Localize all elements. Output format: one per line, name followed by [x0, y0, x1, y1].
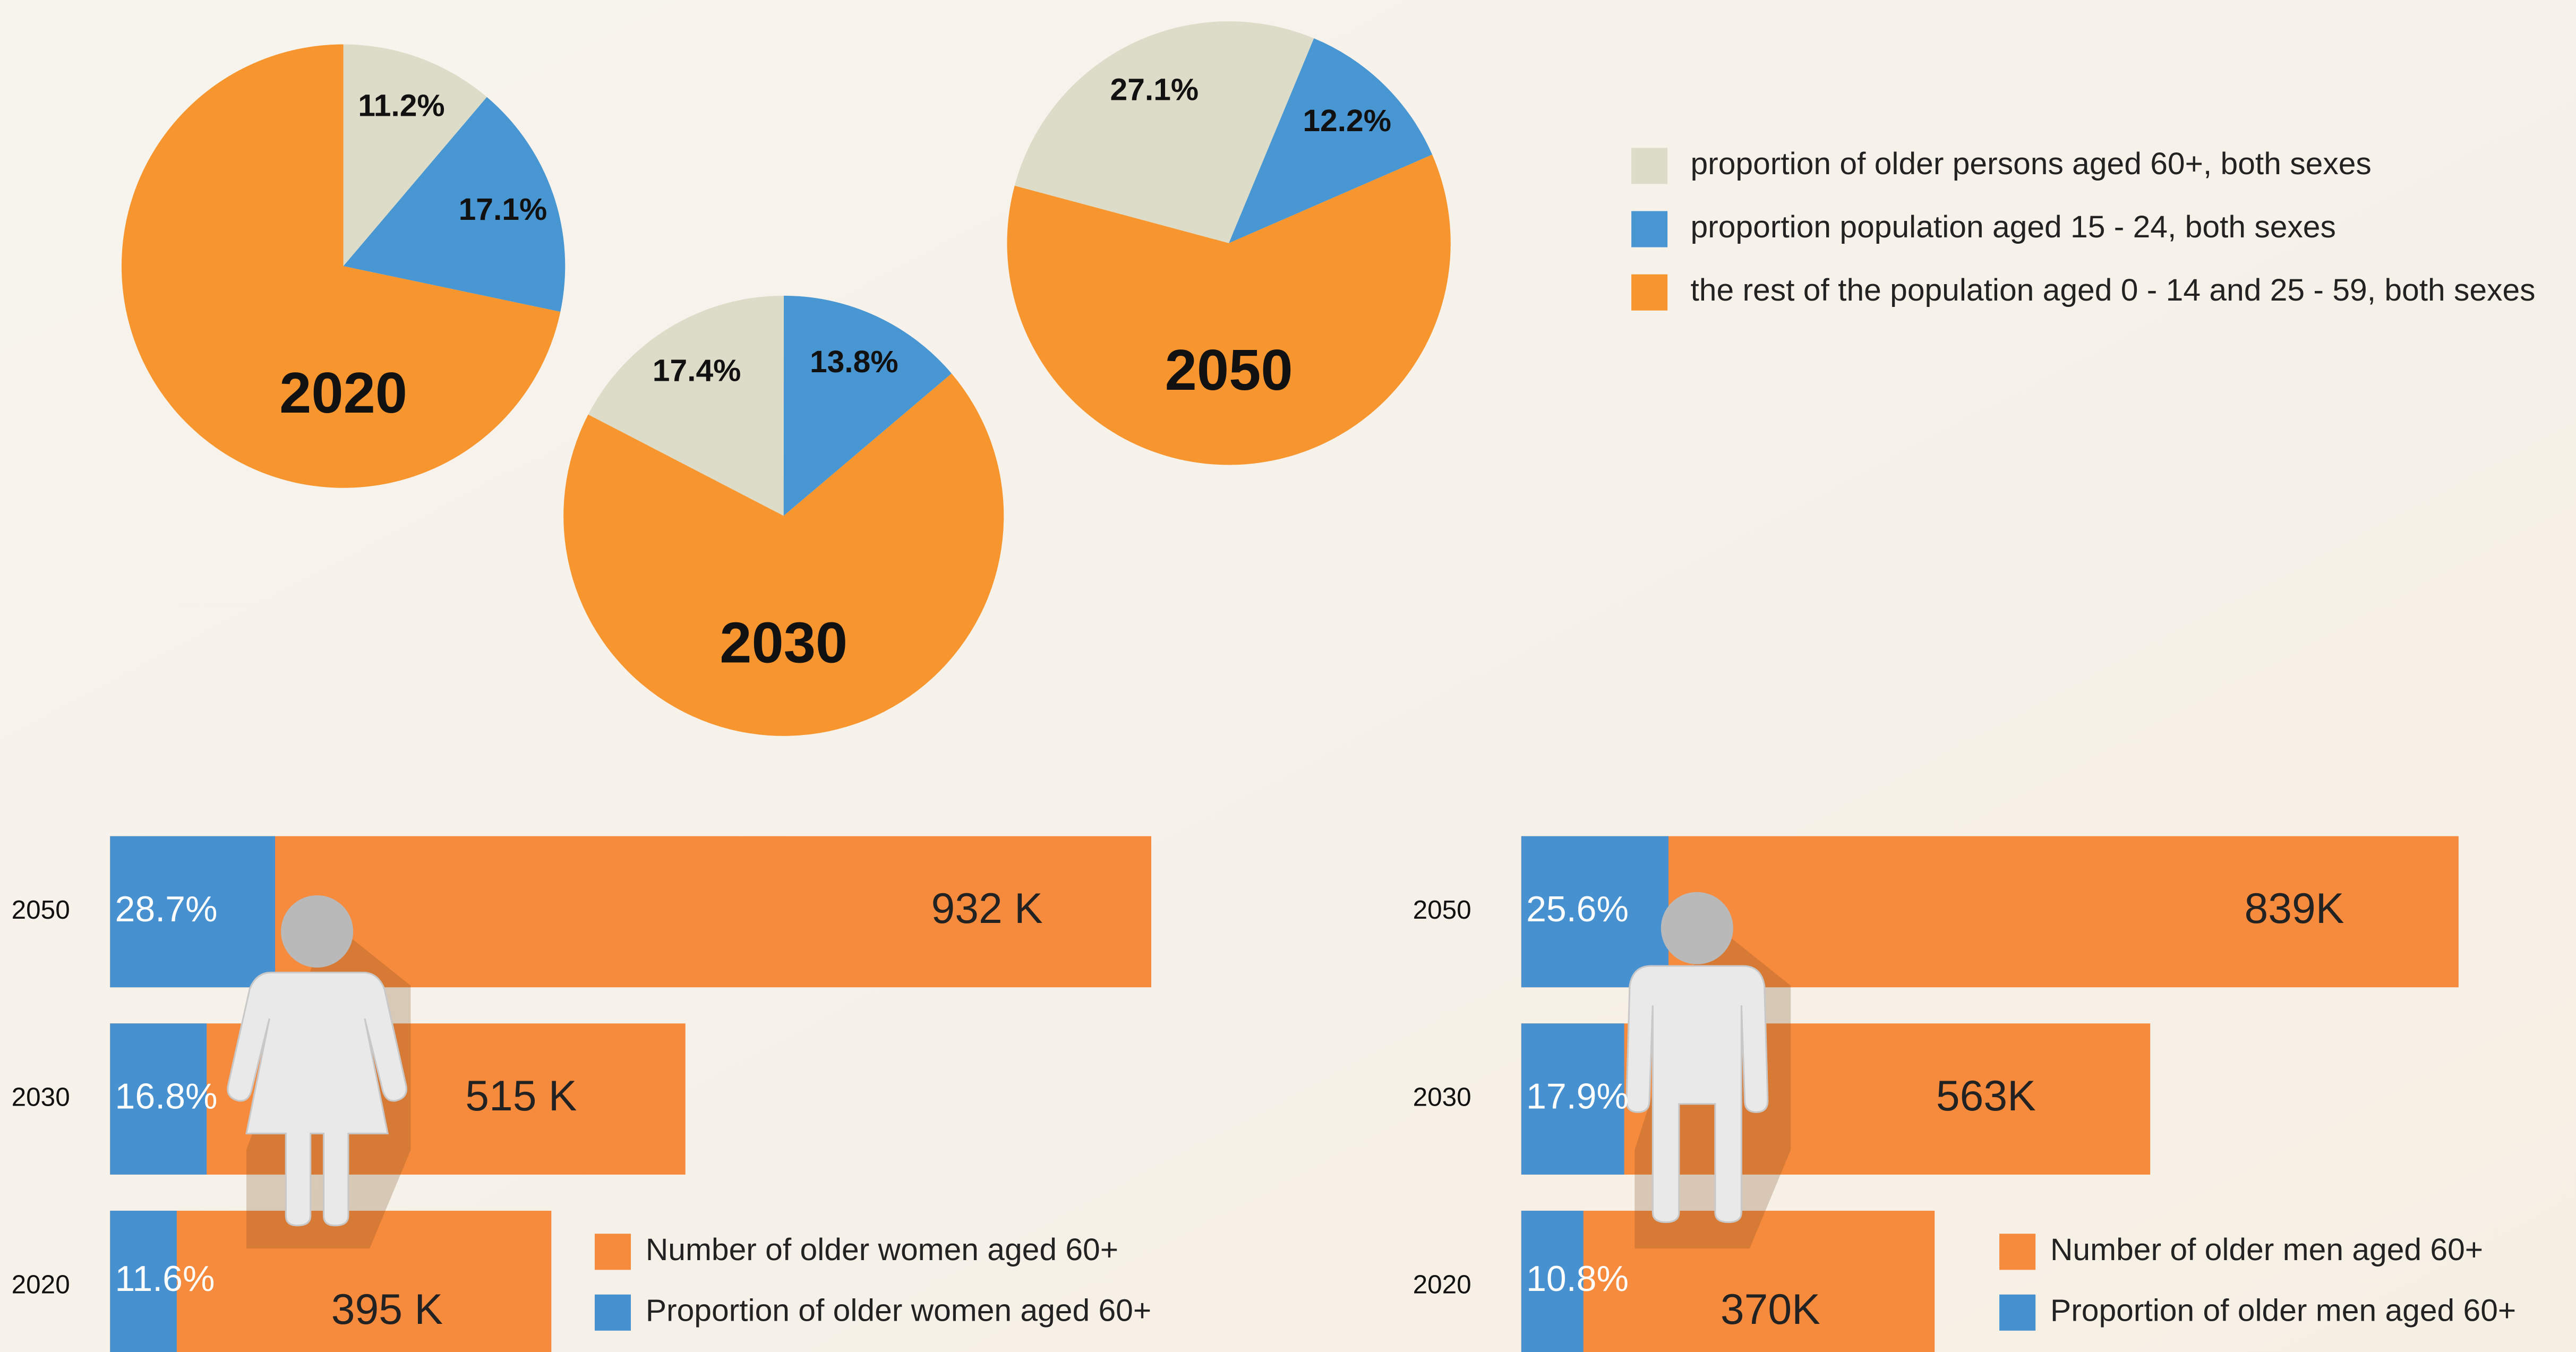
slice-label: 13.8% [810, 345, 898, 379]
man-body [1625, 965, 1769, 1223]
proportion-label: 10.8% [1526, 1259, 1629, 1299]
legend-swatch [1999, 1234, 2036, 1270]
count-label: 932 K [931, 885, 1043, 932]
legend-label: proportion population aged 15 - 24, both… [1690, 210, 2335, 244]
proportion-bar [110, 836, 276, 988]
legend-swatch [594, 1234, 631, 1270]
pie-slice [343, 44, 487, 267]
count-bar [1521, 1210, 1935, 1352]
count-label: 515 K [465, 1072, 577, 1120]
woman-head [281, 895, 354, 968]
pie-slice [783, 295, 952, 516]
pie-slice [563, 373, 1004, 736]
legend-swatch [1631, 274, 1668, 311]
row-label: 2050 [12, 895, 70, 925]
slice-label: 17.1% [459, 192, 547, 227]
pie-year: 2050 [1165, 338, 1293, 402]
legend-label: Number of older women aged 60+ [646, 1233, 1118, 1267]
legend-swatch [594, 1294, 631, 1331]
legend-label: the rest of the population aged 0 - 14 a… [1690, 273, 2535, 307]
pie-slice [1014, 21, 1314, 243]
slice-label: 27.1% [1110, 73, 1199, 107]
pie-slice [121, 44, 561, 488]
legend-label: Number of older men aged 60+ [2050, 1233, 2483, 1267]
proportion-bar [1521, 836, 1669, 988]
legend-swatch [1999, 1294, 2036, 1331]
pie-year: 2030 [720, 610, 848, 674]
count-bar [110, 836, 1151, 988]
row-label: 2020 [12, 1270, 70, 1299]
pie-slice [1007, 155, 1451, 465]
man-head [1661, 892, 1733, 964]
proportion-bar [1521, 1210, 1584, 1352]
proportion-bar [1521, 1023, 1624, 1175]
row-label: 2030 [1413, 1083, 1471, 1112]
proportion-bar [110, 1210, 177, 1352]
legend-swatch [1631, 211, 1668, 247]
pie-slice [343, 97, 566, 312]
figures [227, 892, 1791, 1249]
pie-slice [588, 295, 784, 516]
row-label: 2030 [12, 1083, 70, 1112]
proportion-label: 28.7% [115, 889, 218, 929]
slice-label: 12.2% [1303, 104, 1391, 138]
count-label: 395 K [331, 1286, 443, 1333]
proportion-label: 17.9% [1526, 1076, 1629, 1117]
proportion-label: 16.8% [115, 1076, 218, 1117]
pie-slice [1229, 38, 1433, 243]
count-label: 839K [2245, 885, 2344, 932]
pie-year: 2020 [279, 361, 407, 425]
count-bar [110, 1210, 552, 1352]
legend-label: Proportion of older men aged 60+ [2050, 1293, 2516, 1328]
row-label: 2050 [1413, 895, 1471, 925]
legend-label: Proportion of older women aged 60+ [646, 1293, 1151, 1328]
row-label: 2020 [1413, 1270, 1471, 1299]
count-label: 563K [1936, 1072, 2036, 1120]
count-label: 370K [1721, 1286, 1820, 1333]
woman-body [227, 971, 407, 1227]
proportion-bar [110, 1023, 207, 1175]
slice-label: 11.2% [358, 89, 444, 123]
proportion-label: 25.6% [1526, 889, 1629, 929]
legend-label: proportion of older persons aged 60+, bo… [1690, 147, 2371, 181]
legend-swatch [1631, 148, 1668, 184]
proportion-label: 11.6% [115, 1259, 215, 1299]
slice-label: 17.4% [653, 354, 741, 388]
